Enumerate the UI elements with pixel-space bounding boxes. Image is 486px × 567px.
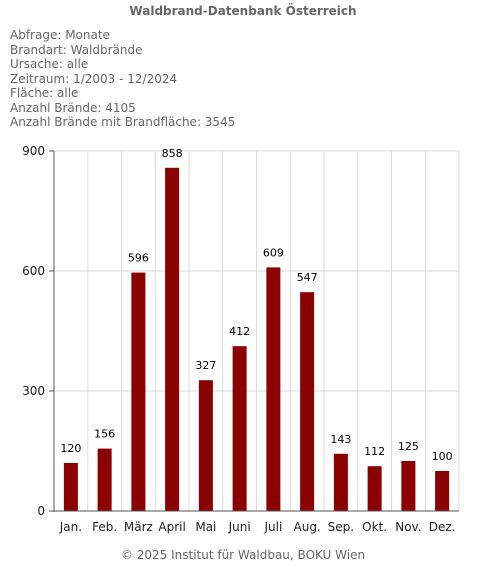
info-fire-count: Anzahl Brände: 4105 xyxy=(10,100,136,115)
x-tick-label: Feb. xyxy=(92,520,117,534)
query-info: Abfrage: Monate Brandart: Waldbrände Urs… xyxy=(10,28,235,130)
bar xyxy=(435,471,450,511)
x-tick-label: Juni xyxy=(228,520,251,534)
x-tick-label: Jan. xyxy=(59,520,82,534)
bar-value-label: 412 xyxy=(229,325,250,338)
x-tick-label: Juli xyxy=(263,520,282,534)
bar-value-label: 100 xyxy=(432,450,453,463)
axes xyxy=(49,150,459,512)
x-tick-label: April xyxy=(158,520,185,534)
bar-value-label: 156 xyxy=(94,428,115,441)
x-tick-label: März xyxy=(124,520,153,534)
grid xyxy=(54,150,460,512)
bar-value-label: 125 xyxy=(398,440,419,453)
info-area: Fläche: alle xyxy=(10,86,79,100)
x-tick-label: Mai xyxy=(195,520,216,534)
x-tick-label: Aug. xyxy=(294,520,321,534)
info-period: Zeitraum: 1/2003 - 12/2024 xyxy=(10,71,178,86)
value-labels: 120 156 596 858 327 412 609 547 143 112 125 100 xyxy=(60,147,452,463)
bar-value-label: 112 xyxy=(364,445,385,458)
info-cause: Ursache: alle xyxy=(10,57,89,71)
bar-value-label: 327 xyxy=(195,359,216,372)
x-tick-label: Dez. xyxy=(429,520,456,534)
bar xyxy=(367,466,382,511)
y-tick-label: 600 xyxy=(22,264,45,278)
bar-value-label: 858 xyxy=(162,147,183,160)
bar xyxy=(97,448,112,511)
bar xyxy=(333,453,348,511)
bar xyxy=(300,292,315,511)
bar xyxy=(401,461,416,511)
y-tick-label: 0 xyxy=(37,504,45,518)
bar-value-label: 596 xyxy=(128,252,149,265)
bar-value-label: 609 xyxy=(263,246,284,259)
bar xyxy=(165,167,180,512)
info-fire-type: Brandart: Waldbrände xyxy=(10,42,143,57)
info-fire-count-with-area: Anzahl Brände mit Brandfläche: 3545 xyxy=(10,115,236,129)
bar xyxy=(131,272,146,511)
y-tick-label: 300 xyxy=(22,384,45,398)
y-tick-labels: 0 300 600 900 xyxy=(22,144,45,518)
bar-value-label: 120 xyxy=(60,442,81,455)
info-query: Abfrage: Monate xyxy=(10,28,110,42)
bar xyxy=(63,463,78,511)
x-tick-label: Okt. xyxy=(362,520,387,534)
bar xyxy=(198,380,213,511)
y-tick-label: 900 xyxy=(22,144,45,158)
bar xyxy=(232,346,247,511)
bar-value-label: 143 xyxy=(330,433,351,446)
x-tick-label: Sep. xyxy=(328,520,354,534)
footer-credit: © 2025 Institut für Waldbau, BOKU Wien xyxy=(120,548,366,562)
bars xyxy=(63,167,450,512)
x-tick-label: Nov. xyxy=(395,520,421,534)
x-tick-labels: Jan. Feb. März April Mai Juni Juli Aug. Sep. Okt.… xyxy=(59,520,456,534)
bar xyxy=(266,267,281,511)
bar-value-label: 547 xyxy=(297,271,318,284)
chart-title: Waldbrand-Datenbank Österreich xyxy=(129,4,357,18)
